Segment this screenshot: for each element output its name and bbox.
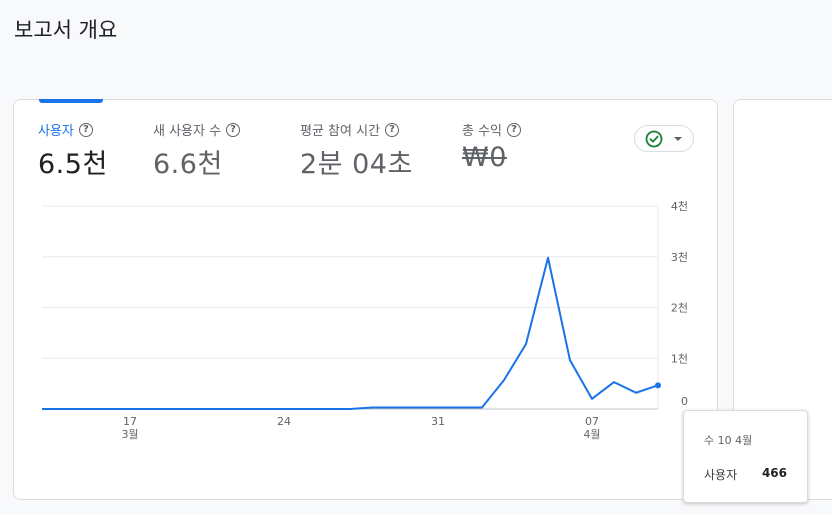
- tooltip-value: 466: [761, 466, 787, 480]
- check-circle-icon: [645, 130, 663, 147]
- metric-users[interactable]: 사용자 ? 6.5천: [38, 120, 108, 181]
- series-line-users: [42, 256, 659, 410]
- tooltip-date: 수 10 4월: [704, 434, 753, 447]
- active-tab-indicator: [39, 99, 103, 103]
- x-tick-month-label: 3월: [121, 428, 138, 441]
- comparison-dropdown-button[interactable]: [634, 125, 694, 152]
- y-tick-label: 4천: [671, 199, 688, 213]
- x-tick-label: 07: [585, 415, 599, 428]
- metric-avg-engagement-time-label: 평균 참여 시간: [300, 124, 381, 139]
- y-tick-label: 2천: [671, 301, 688, 315]
- metric-users-label: 사용자: [38, 124, 74, 139]
- metric-new-users-value: 6.6천: [153, 149, 223, 180]
- tooltip-label: 사용자: [704, 468, 738, 482]
- metric-users-value: 6.5천: [38, 149, 108, 180]
- x-tick-label: 31: [431, 415, 445, 428]
- metric-total-revenue-label: 총 수익: [462, 124, 503, 139]
- help-icon[interactable]: ?: [78, 122, 93, 137]
- metric-total-revenue-value: ₩0: [462, 142, 507, 173]
- x-tick-label: 17: [123, 415, 137, 428]
- page-title: 보고서 개요: [14, 18, 118, 42]
- metric-new-users-label: 새 사용자 수: [153, 124, 222, 139]
- metric-avg-engagement-time[interactable]: 평균 참여 시간 ? 2분 04초: [300, 120, 413, 181]
- overview-card: 사용자 ? 6.5천 새 사용자 수 ? 6.6천 평균 참여 시간 ? 2분 …: [13, 99, 718, 500]
- help-icon[interactable]: ?: [507, 122, 522, 137]
- x-tick-month-label: 4월: [583, 428, 600, 441]
- y-tick-label: 0: [681, 395, 688, 408]
- data-point-highlight: [655, 382, 661, 389]
- caret-down-icon: [674, 136, 682, 141]
- y-tick-label: 3천: [671, 250, 688, 264]
- chart-tooltip: 수 10 4월 사용자 466: [683, 410, 808, 503]
- help-icon[interactable]: ?: [226, 122, 241, 137]
- metric-total-revenue[interactable]: 총 수익 ? ₩0: [462, 120, 522, 173]
- help-icon[interactable]: ?: [385, 122, 400, 137]
- y-tick-label: 1천: [671, 351, 688, 365]
- metric-avg-engagement-time-value: 2분 04초: [300, 149, 413, 180]
- x-tick-label: 24: [277, 415, 291, 428]
- metric-new-users[interactable]: 새 사용자 수 ? 6.6천: [153, 120, 241, 181]
